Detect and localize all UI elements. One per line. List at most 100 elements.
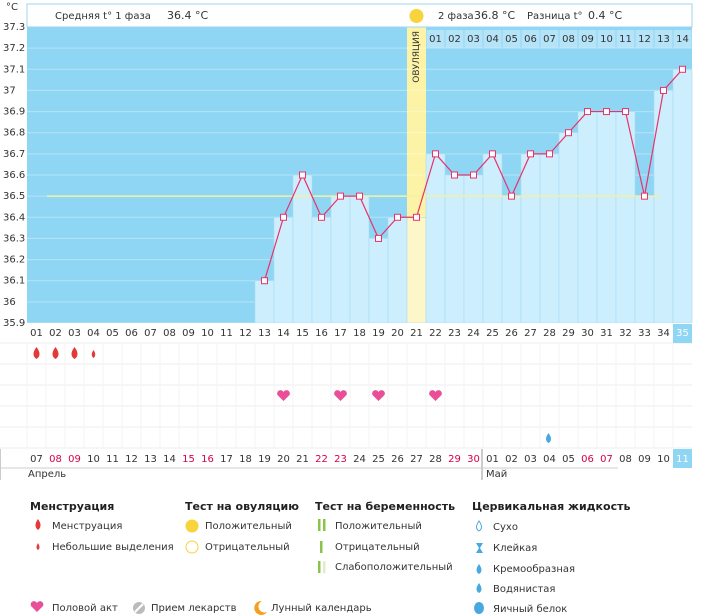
icon (476, 583, 482, 593)
date: 25 (372, 454, 385, 465)
icon (35, 519, 41, 530)
temperature-point (375, 234, 382, 242)
cycle-day: 18 (353, 328, 366, 339)
date: 11 (676, 454, 689, 465)
phase2-day: 08 (562, 34, 575, 45)
temperature-point (603, 108, 610, 116)
temperature-column (634, 195, 655, 324)
icon (36, 543, 40, 550)
watery-fluid (546, 433, 551, 443)
cycle-day: 35 (676, 328, 689, 339)
phase2-day: 02 (448, 34, 461, 45)
date: 26 (391, 454, 404, 465)
legend-item: Положительный (335, 521, 422, 532)
y-tick-label: 36.5 (3, 191, 25, 202)
y-tick-label: 36.3 (3, 233, 25, 244)
phase2-day: 09 (581, 34, 594, 45)
temperature-column (672, 68, 693, 324)
cycle-day: 07 (144, 328, 157, 339)
y-tick-label: 36.7 (3, 149, 25, 160)
lower-area (27, 323, 692, 468)
ovulation-label: ОВУЛЯЦИЯ (412, 31, 422, 83)
date: 07 (600, 454, 613, 465)
phase2-header-cell (654, 30, 673, 48)
temperature-point (527, 150, 534, 158)
phase2-day: 04 (486, 34, 499, 45)
date: 16 (201, 454, 214, 465)
temperature-point (660, 86, 667, 94)
cycle-day: 13 (258, 328, 271, 339)
phase2-header-cell (635, 30, 654, 48)
temperature-column (292, 174, 313, 324)
phase2-header-cell (616, 30, 635, 48)
date: 28 (429, 454, 442, 465)
date: 10 (657, 454, 670, 465)
y-tick-label: 36.4 (3, 212, 25, 223)
phase2-day: 12 (638, 34, 651, 45)
temperature-column (311, 216, 332, 324)
y-tick-label: 37.1 (3, 64, 25, 75)
menstruation-drop (52, 347, 59, 359)
date: 27 (410, 454, 423, 465)
cycle-day: 16 (315, 328, 328, 339)
cycle-day: 19 (372, 328, 385, 339)
icon (134, 603, 144, 613)
temperature-point (489, 150, 496, 158)
temperature-column (596, 111, 617, 324)
cycle-day: 34 (657, 328, 670, 339)
temperature-point (451, 171, 458, 179)
cycle-day: 08 (163, 328, 176, 339)
phase2-day: 10 (600, 34, 613, 45)
temperature-column (539, 153, 560, 324)
unit: °C (6, 2, 18, 13)
y-tick-label: 36.1 (3, 276, 25, 287)
date: 30 (467, 454, 480, 465)
date: 14 (163, 454, 176, 465)
icon (323, 561, 326, 573)
legend-item: Водянистая (493, 584, 555, 595)
today-box (673, 449, 692, 468)
temperature-column (254, 280, 275, 324)
date: 20 (277, 454, 290, 465)
icon (185, 519, 199, 533)
cycle-day: 33 (638, 328, 651, 339)
phase2-header-cell (464, 30, 483, 48)
phase2-header-cell (578, 30, 597, 48)
icon (476, 520, 482, 532)
date: 04 (543, 454, 556, 465)
legend-item: Кремообразная (493, 564, 575, 575)
phase2-header-cell (445, 30, 464, 48)
legend-item: Клейкая (493, 543, 537, 554)
legend-item: Слабоположительный (335, 562, 453, 573)
icon (476, 543, 483, 553)
temperature-point (280, 213, 287, 221)
legend-item: Яичный белок (493, 604, 567, 615)
phase2-day: 01 (429, 34, 442, 45)
temperature-column (444, 174, 465, 324)
legend: Менструация Менструация Небольшие выделе… (30, 500, 630, 615)
intercourse-heart (334, 390, 347, 401)
temperature-column (406, 216, 427, 324)
y-tick-label: 36 (3, 297, 16, 308)
date: 29 (448, 454, 461, 465)
cycle-day: 29 (562, 328, 575, 339)
date: 22 (315, 454, 328, 465)
legend-item: Небольшие выделения (52, 542, 174, 553)
temperature-point (470, 171, 477, 179)
date: 11 (106, 454, 119, 465)
temperature-point (622, 108, 629, 116)
date: 17 (220, 454, 233, 465)
temperature-point (641, 192, 648, 200)
date: 08 (619, 454, 632, 465)
month: Апрель (28, 469, 66, 480)
date: 02 (505, 454, 518, 465)
temperature-column (273, 216, 294, 324)
phase2-header-cell (540, 30, 559, 48)
temperature-column (558, 132, 579, 324)
diff-label: Разница t° (527, 11, 583, 22)
icon (254, 600, 267, 615)
date: 08 (49, 454, 62, 465)
y-tick-label: 37.3 (3, 22, 25, 33)
cycle-day: 30 (581, 328, 594, 339)
date: 09 (68, 454, 81, 465)
